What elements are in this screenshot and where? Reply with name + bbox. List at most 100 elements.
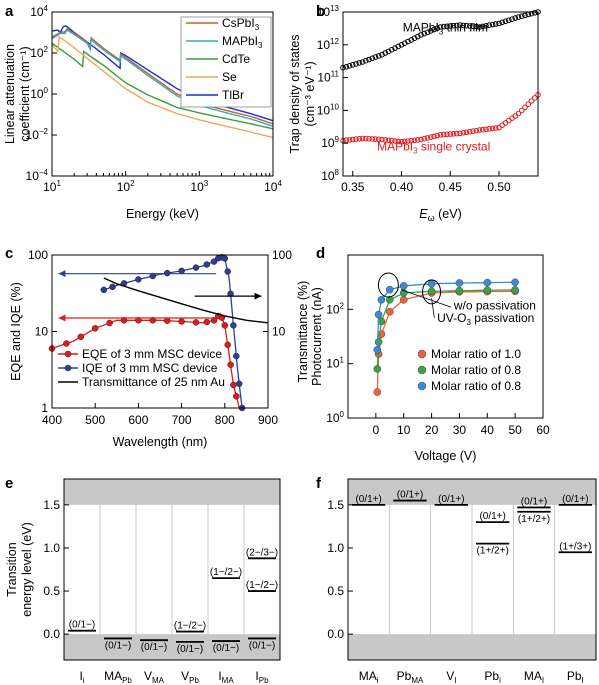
series-point-b-0-38 bbox=[463, 22, 470, 29]
plot-frame-d bbox=[347, 254, 544, 419]
series-point-b-1-23 bbox=[414, 137, 421, 143]
annotation-b-suffix-1: single crystal bbox=[418, 139, 491, 153]
series-point-b-0-9 bbox=[369, 55, 376, 62]
legend-label-a-4: TlBr bbox=[222, 88, 244, 102]
series-point-d-2-6 bbox=[455, 279, 464, 287]
highlight-ellipse-d-0 bbox=[377, 272, 399, 298]
series-point-b-0-31 bbox=[441, 23, 447, 30]
series-line-c-2 bbox=[103, 277, 269, 324]
y-tick-label-b-0-base: 10 bbox=[321, 169, 335, 183]
series-point-b-1-1 bbox=[343, 137, 350, 143]
y-tick-label-a-2: 100 bbox=[30, 86, 48, 101]
series-point-b-0-48 bbox=[496, 20, 502, 27]
series-point-c-1-34 bbox=[235, 380, 243, 387]
series-point-c-1-12 bbox=[178, 267, 185, 275]
legend-name-a-2: CdTe bbox=[222, 52, 250, 66]
y-tick-label-d-1: 101 bbox=[326, 356, 344, 371]
defect-label-f-4: MAI bbox=[524, 669, 544, 685]
y-tick-label-a-0-exp: −4 bbox=[39, 168, 49, 177]
series-point-c-0-34 bbox=[227, 361, 234, 368]
series-point-d-1-8 bbox=[511, 286, 519, 294]
series-point-b-1-41 bbox=[473, 127, 480, 134]
legend-label-a-1: MAPbI3 bbox=[222, 34, 263, 50]
y-tick-label-d-2: 102 bbox=[326, 301, 344, 316]
defect-sub-f-2: I bbox=[454, 676, 456, 685]
series-point-d-0-3 bbox=[385, 307, 394, 316]
y-tick-label-d-2-base: 10 bbox=[326, 302, 340, 316]
defect-label-e-0: Ii bbox=[79, 669, 84, 685]
series-point-d-0-0 bbox=[373, 388, 382, 396]
y-tick-label-b-0: 108 bbox=[321, 168, 339, 183]
annotation-d-1: UV-O3 passivation bbox=[437, 311, 534, 327]
series-point-b-1-44 bbox=[483, 126, 489, 133]
y-tick-label-b-2-base: 10 bbox=[317, 103, 331, 117]
panel-label-c: c bbox=[5, 245, 13, 262]
x-axis-label-b-suffix: (eV) bbox=[435, 207, 462, 221]
level-label-e-4-1: (0/1−) bbox=[213, 643, 239, 654]
series-point-c-1-6 bbox=[135, 276, 142, 283]
arrow-head-c-0 bbox=[58, 270, 66, 278]
y-tick-label-c-2: 100 bbox=[28, 248, 48, 262]
series-point-b-1-2 bbox=[346, 137, 353, 143]
y-tick-label-d-2-exp: 2 bbox=[340, 301, 345, 310]
series-point-b-0-39 bbox=[466, 23, 473, 29]
defect-label-e-5: IPb bbox=[255, 669, 269, 685]
y-tick-label-d-0: 100 bbox=[326, 410, 344, 425]
level-label-f-1-0: (0/1+) bbox=[397, 490, 423, 501]
annotation-b-1: MAPbI3 single crystal bbox=[377, 139, 490, 155]
x-tick-label-d-2: 20 bbox=[425, 423, 439, 437]
legend-label-d-1: Molar ratio of 0.8 bbox=[431, 363, 521, 377]
y-tick-label-c-0: 1 bbox=[41, 401, 48, 415]
legend-name-a-3: Se bbox=[222, 70, 237, 84]
defect-name-e-4: I bbox=[218, 669, 221, 683]
defect-label-f-2: VI bbox=[446, 669, 456, 685]
series-point-b-1-5 bbox=[356, 136, 363, 142]
x-tick-label-a-1-base: 10 bbox=[117, 180, 131, 194]
series-point-d-0-4 bbox=[399, 295, 408, 304]
y-tick-label-a-1-exp: −2 bbox=[39, 127, 49, 136]
series-point-b-1-4 bbox=[353, 136, 359, 142]
legend-name-a-4: TlBr bbox=[222, 88, 244, 102]
defect-label-e-1: MAPb bbox=[104, 669, 132, 685]
x-tick-label-c-4: 800 bbox=[215, 413, 235, 427]
annotation-d-0: w/o passivation bbox=[453, 298, 536, 312]
level-label-e-2-0: (0/1−) bbox=[141, 642, 167, 653]
series-point-b-1-43 bbox=[480, 126, 486, 133]
series-point-d-1-6 bbox=[455, 286, 464, 295]
y-tick-label-c-1: 10 bbox=[35, 325, 49, 339]
series-point-b-0-2 bbox=[346, 63, 353, 69]
x-tick-label-a-2: 103 bbox=[190, 179, 208, 194]
defect-name-e-2: V bbox=[144, 669, 152, 683]
series-point-b-0-17 bbox=[395, 43, 402, 50]
series-point-b-1-13 bbox=[382, 137, 389, 143]
x-tick-label-a-2-exp: 3 bbox=[204, 179, 209, 188]
series-point-b-1-37 bbox=[460, 130, 467, 136]
level-label-e-0-0: (0/1−) bbox=[69, 620, 95, 631]
series-point-b-1-56 bbox=[522, 104, 528, 111]
series-point-b-0-30 bbox=[437, 24, 444, 30]
series-point-b-0-32 bbox=[444, 23, 450, 30]
legend-sub-a-1: 3 bbox=[258, 41, 263, 50]
series-point-b-1-35 bbox=[453, 130, 460, 137]
series-point-b-1-14 bbox=[385, 137, 392, 144]
y-tick-label-f-2: 1.0 bbox=[327, 541, 344, 555]
legend-sub-a-0: 3 bbox=[255, 23, 260, 32]
defect-name-e-1: MA bbox=[104, 669, 122, 683]
y-tick-label-e-0: 0.0 bbox=[43, 627, 60, 641]
series-point-c-0-4 bbox=[77, 333, 85, 341]
y-tick-label-b-5-base: 10 bbox=[317, 5, 331, 19]
series-point-b-1-55 bbox=[519, 107, 525, 114]
series-point-c-0-10 bbox=[120, 317, 128, 324]
y2-axis-label-c: Transmittance (%) bbox=[296, 281, 310, 383]
series-point-c-1-2 bbox=[109, 283, 116, 291]
y-tick-label-d-0-base: 10 bbox=[326, 411, 340, 425]
defect-sub-f-0: i bbox=[377, 676, 379, 685]
annotation-d-text-1: UV-O bbox=[437, 311, 466, 325]
series-point-b-1-40 bbox=[470, 128, 476, 134]
series-point-b-1-30 bbox=[437, 132, 444, 138]
series-point-b-1-11 bbox=[375, 136, 382, 143]
y-tick-label-a-2-base: 10 bbox=[30, 87, 44, 101]
series-point-b-0-50 bbox=[502, 18, 509, 25]
series-point-b-0-13 bbox=[382, 50, 389, 56]
series-point-b-0-8 bbox=[366, 56, 372, 63]
